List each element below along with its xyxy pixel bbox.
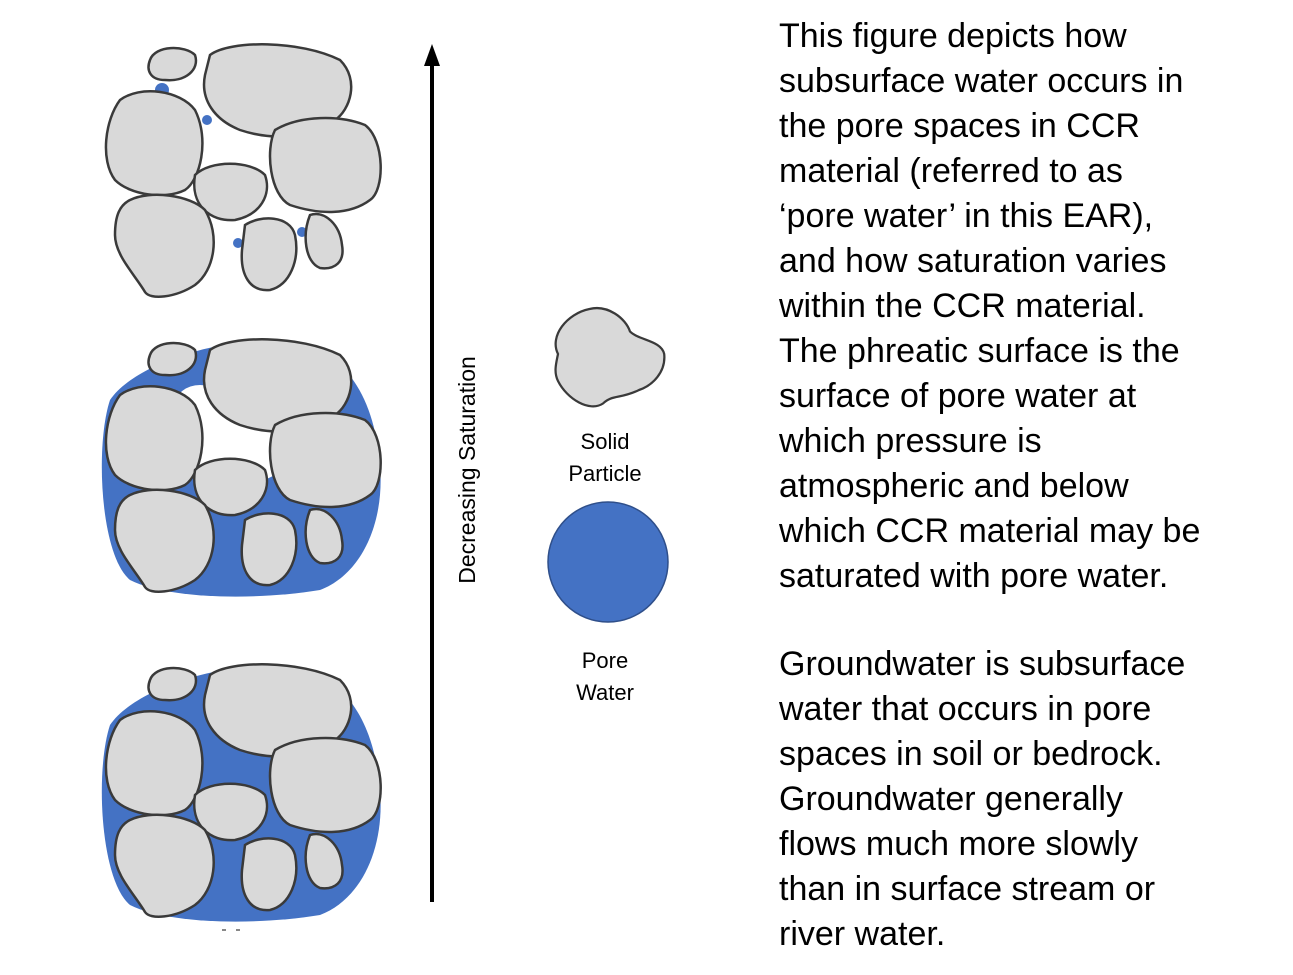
text-line: which pressure is: [778, 422, 1042, 460]
arrow-head: [424, 44, 440, 66]
description: This figure depicts how subsurface water …: [778, 17, 1200, 953]
text-line: than in surface stream or: [779, 870, 1155, 908]
figure: Decreasing Saturation Solid Particle Pore W…: [0, 0, 1293, 970]
text-line: This figure depicts how: [779, 17, 1127, 55]
legend-label: Particle: [568, 461, 641, 486]
text-line: which CCR material may be: [778, 512, 1200, 550]
text-line: Groundwater generally: [779, 780, 1123, 818]
text-line: surface of pore water at: [779, 377, 1137, 415]
legend-label: Solid: [581, 429, 630, 454]
text-line: water that occurs in pore: [778, 690, 1151, 728]
partial-cluster: [102, 339, 381, 596]
text-line: spaces in soil or bedrock.: [779, 735, 1163, 773]
text-line: flows much more slowly: [779, 825, 1138, 863]
text-line: Groundwater is subsurface: [779, 645, 1185, 683]
text-line: material (referred to as: [779, 152, 1123, 190]
legend-label: Pore: [582, 648, 628, 673]
text-line: subsurface water occurs in: [779, 62, 1183, 100]
text-line: river water.: [779, 915, 945, 953]
axis-label: Decreasing Saturation: [454, 356, 480, 584]
saturated-cluster: [102, 664, 381, 921]
text-line: and how saturation varies: [779, 242, 1166, 280]
legend-water: [548, 502, 668, 622]
text-line: within the CCR material.: [778, 287, 1146, 325]
dry-cluster: [106, 44, 381, 296]
legend-particle: [556, 308, 665, 406]
text-line: ‘pore water’ in this EAR),: [779, 197, 1153, 235]
page: {"diagram": {"axis_label": "Decreasing S…: [0, 0, 1293, 970]
text-line: The phreatic surface is the: [779, 332, 1180, 370]
text-line: saturated with pore water.: [779, 557, 1168, 595]
text-line: the pore spaces in CCR: [779, 107, 1140, 145]
legend-label: Water: [576, 680, 634, 705]
text-line: atmospheric and below: [779, 467, 1129, 505]
